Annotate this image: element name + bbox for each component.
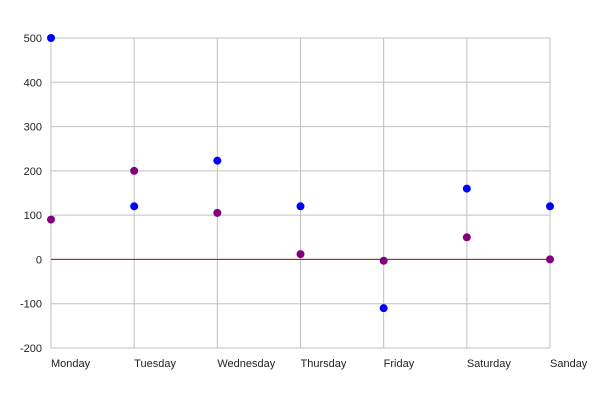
x-tick-label: Tuesday xyxy=(134,358,176,370)
data-point-series-2 xyxy=(462,233,471,242)
x-tick-label: Thursday xyxy=(301,358,347,370)
y-tick-labels: 500 400 300 200 100 0 -100 -200 xyxy=(20,33,42,355)
data-point-series-2 xyxy=(379,256,388,265)
y-tick-label: 200 xyxy=(24,166,42,178)
data-point-series-2 xyxy=(47,215,55,224)
x-tick-label: Friday xyxy=(384,358,415,370)
x-tick-label: Monday xyxy=(51,358,91,370)
data-point-series-1 xyxy=(213,156,222,165)
data-point-series-1 xyxy=(296,202,305,211)
data-point-series-1 xyxy=(546,202,554,211)
data-point-series-1 xyxy=(47,34,55,42)
y-tick-label: 400 xyxy=(24,77,42,89)
data-point-series-2 xyxy=(546,255,554,264)
data-points xyxy=(47,34,554,313)
data-point-series-2 xyxy=(130,166,139,175)
x-gridlines xyxy=(50,38,551,348)
x-tick-label: Saturday xyxy=(467,358,512,370)
data-point-series-2 xyxy=(296,250,305,259)
y-tick-label: 0 xyxy=(36,254,42,266)
data-point-series-1 xyxy=(379,304,388,313)
y-tick-label: 300 xyxy=(24,122,42,134)
data-point-series-2 xyxy=(213,208,222,217)
y-tick-label: 500 xyxy=(24,33,42,45)
y-tick-label: -200 xyxy=(20,343,42,355)
x-tick-labels: Monday Tuesday Wednesday Thursday Friday Satu… xyxy=(51,358,588,370)
y-tick-label: 100 xyxy=(24,210,42,222)
data-point-series-1 xyxy=(462,184,471,193)
x-tick-label: Wednesday xyxy=(217,358,275,370)
y-tick-label: -100 xyxy=(20,299,42,311)
data-point-series-1 xyxy=(130,202,139,211)
x-tick-label: Sanday xyxy=(550,358,588,370)
